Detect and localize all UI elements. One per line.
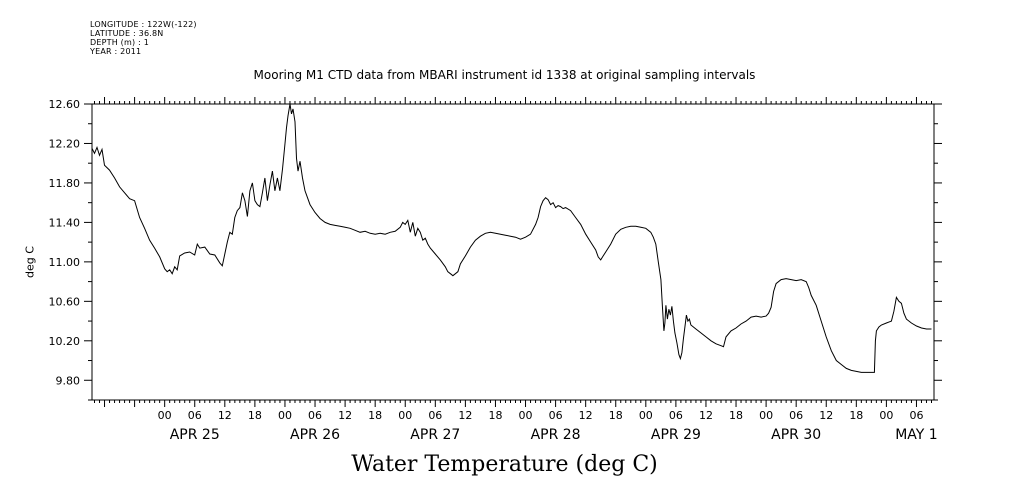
y-tick-label: 12.20: [49, 137, 81, 150]
x-hour-label: 00: [158, 409, 172, 422]
x-hour-label: 18: [488, 409, 502, 422]
x-hour-label: 00: [879, 409, 893, 422]
x-hour-label: 00: [278, 409, 292, 422]
x-hour-label: 18: [849, 409, 863, 422]
y-tick-label: 9.80: [56, 374, 81, 387]
x-hour-label: 06: [549, 409, 563, 422]
x-day-label: APR 25: [170, 427, 220, 443]
x-hour-label: 18: [368, 409, 382, 422]
y-tick-label: 10.20: [49, 335, 81, 348]
x-day-label: APR 29: [651, 427, 701, 443]
x-hour-label: 06: [909, 409, 923, 422]
y-tick-label: 12.60: [49, 98, 81, 111]
depth-text: DEPTH (m) : 1: [90, 38, 149, 47]
x-hour-label: 06: [669, 409, 683, 422]
x-hour-label: 00: [759, 409, 773, 422]
x-hour-label: 12: [338, 409, 352, 422]
x-hour-label: 12: [218, 409, 232, 422]
x-hour-label: 18: [248, 409, 262, 422]
year-text: YEAR : 2011: [90, 47, 142, 56]
x-hour-label: 06: [308, 409, 322, 422]
x-day-label: APR 28: [531, 427, 581, 443]
x-hour-label: 18: [609, 409, 623, 422]
x-hour-label: 18: [729, 409, 743, 422]
y-tick-label: 11.00: [49, 256, 81, 269]
x-hour-label: 06: [188, 409, 202, 422]
temperature-series-line: [91, 103, 932, 373]
x-hour-label: 00: [519, 409, 533, 422]
x-hour-label: 12: [819, 409, 833, 422]
longitude-text: LONGITUDE : 122W(-122): [90, 20, 197, 29]
latitude-text: LATITUDE : 36.8N: [90, 29, 164, 38]
x-hour-label: 00: [398, 409, 412, 422]
x-day-label: APR 26: [290, 427, 340, 443]
x-hour-label: 00: [639, 409, 653, 422]
x-day-label: APR 27: [410, 427, 460, 443]
chart-title: Mooring M1 CTD data from MBARI instrumen…: [253, 68, 756, 82]
x-hour-label: 06: [428, 409, 442, 422]
x-day-label: APR 30: [771, 427, 821, 443]
y-tick-label: 11.40: [49, 216, 81, 229]
x-hour-label: 12: [579, 409, 593, 422]
x-hour-label: 12: [699, 409, 713, 422]
y-tick-label: 11.80: [49, 177, 81, 190]
plot-metadata: LONGITUDE : 122W(-122) LATITUDE : 36.8N …: [90, 20, 197, 56]
plot-frame: [91, 103, 935, 401]
x-hour-label: 06: [789, 409, 803, 422]
x-day-label: MAY 1: [895, 427, 937, 443]
x-axis-label: Water Temperature (deg C): [351, 452, 658, 477]
x-hour-label: 12: [458, 409, 472, 422]
y-tick-label: 10.60: [49, 295, 81, 308]
